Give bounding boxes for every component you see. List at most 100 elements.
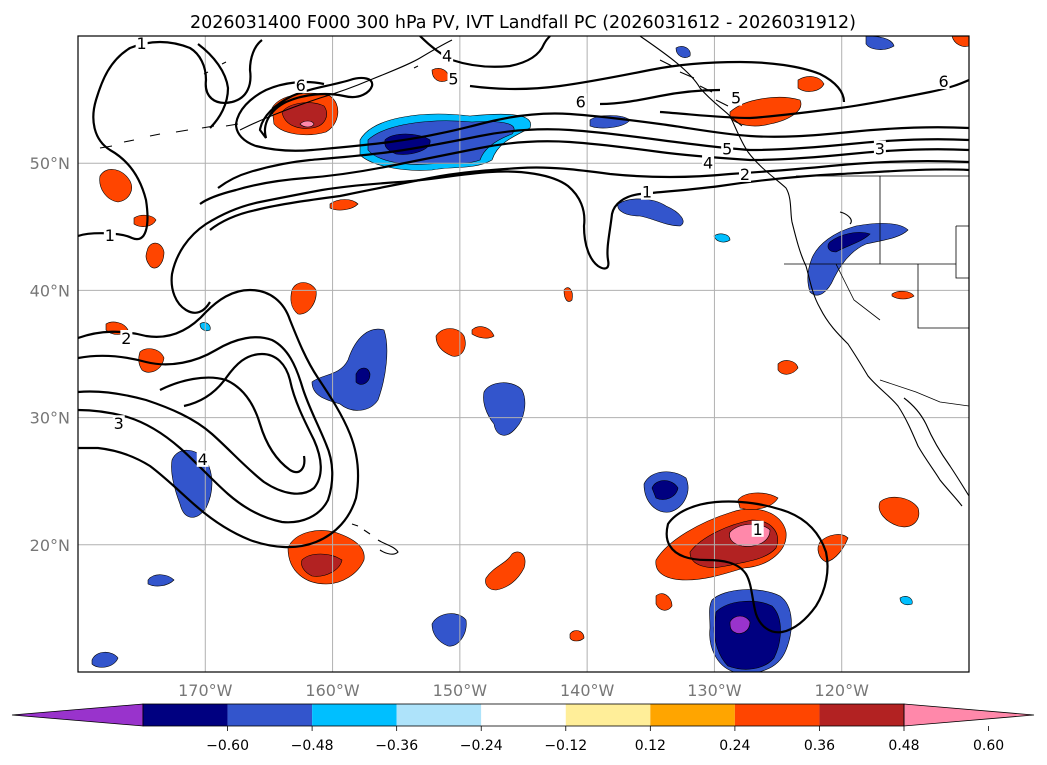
contour-label-bg xyxy=(751,520,764,537)
colorbar-tick-label: −0.12 xyxy=(544,738,587,754)
colorbar-segment xyxy=(312,704,397,726)
ivt-pos-bc2 xyxy=(797,76,825,92)
contour-label-bg xyxy=(135,36,148,51)
colorbar-tick-label: 0.24 xyxy=(719,738,750,754)
colorbar-segment xyxy=(481,704,566,726)
colorbar-segment xyxy=(819,704,904,726)
lat-tick-label: 30°N xyxy=(30,409,70,428)
figure-title: 2026031400 F000 300 hPa PV, IVT Landfall… xyxy=(190,13,856,33)
ivt-pos-c39 xyxy=(563,287,573,302)
contour-label-bg xyxy=(574,93,587,110)
hawaii xyxy=(351,523,399,555)
ivt-neg-n58 xyxy=(675,46,691,58)
ivt-neg-c35-core xyxy=(355,367,371,385)
baja-coast xyxy=(903,397,969,497)
contour-label-bg xyxy=(294,76,307,93)
contour-label: 2 xyxy=(740,165,750,184)
ivt-neg-w25 xyxy=(171,449,213,518)
ivt-neg-e13 xyxy=(899,596,913,606)
contour-label: 5 xyxy=(448,70,458,89)
pv-contour-3-west xyxy=(78,336,334,524)
colorbar-segment xyxy=(227,704,313,726)
colorbar-segment xyxy=(650,704,735,726)
ivt-pos-e32 xyxy=(777,360,799,375)
ivt-pos-alaska-core xyxy=(299,120,315,128)
pv-contour-2 xyxy=(209,160,969,231)
pv-contour-3 xyxy=(199,140,969,205)
political-borders xyxy=(784,175,969,407)
contour-label-bg xyxy=(937,73,950,90)
ivt-neg-e12-core xyxy=(729,615,751,634)
pv-contour-1-east xyxy=(170,168,969,314)
contour-label: 4 xyxy=(198,450,208,469)
pv-contours xyxy=(78,36,969,634)
colorbar-segment xyxy=(565,704,651,726)
colorbar-extend-high xyxy=(903,703,1035,727)
lon-tick-label: 130°W xyxy=(687,681,742,700)
colorbar-tick-label: 0.60 xyxy=(973,738,1004,754)
contour-label-bg xyxy=(112,415,125,432)
colorbar-segment xyxy=(396,704,482,726)
contour-label-bg xyxy=(730,89,743,106)
ivt-neg-cal-core xyxy=(827,232,871,253)
colorbar-tick-label: −0.36 xyxy=(375,738,418,754)
lat-tick-label: 40°N xyxy=(30,281,70,300)
us-mexico-border xyxy=(879,379,969,407)
pv-contour-4 xyxy=(217,128,969,189)
lon-tick-label: 120°W xyxy=(815,681,870,700)
pv-contour-n1 xyxy=(197,43,230,129)
contour-label: 1 xyxy=(137,34,147,53)
pv-contour-5 xyxy=(234,80,969,152)
ivt-neg-gulf-core xyxy=(384,133,431,155)
ivt-pos-e40 xyxy=(891,290,915,300)
ivt-pos-alaska-inner xyxy=(281,102,327,129)
pv-contour-1-north xyxy=(78,39,263,241)
ivt-pos-w42 xyxy=(145,242,165,269)
contour-label: 1 xyxy=(642,183,652,202)
ivt-neg-c30 xyxy=(483,382,526,436)
colorbar-tick-label: −0.60 xyxy=(206,738,249,754)
ivt-neg-w10 xyxy=(91,651,119,668)
colorbar-frame xyxy=(142,703,905,727)
ivt-pos-c16 xyxy=(485,551,526,591)
ivt-pos-w50 xyxy=(99,169,132,203)
ivt-neg-e46 xyxy=(617,198,684,227)
contour-label-bg xyxy=(103,226,116,243)
longitude-tick-labels: 170°W 160°W 150°W 140°W 130°W 120°W xyxy=(178,681,869,700)
bc-islands xyxy=(659,59,743,127)
contour-label-bg xyxy=(721,140,734,157)
ivt-pos-c36 xyxy=(471,326,495,339)
colorbar-extend-low xyxy=(11,703,144,727)
ivt-shading xyxy=(91,36,969,672)
pv-contour-1-subtrop xyxy=(665,500,829,634)
contour-label-bg xyxy=(196,450,209,467)
ivt-neg-e12-inner xyxy=(713,600,781,670)
contour-label-bg xyxy=(120,330,133,347)
ivt-neg-ne xyxy=(865,36,895,50)
ivt-pos-c35 xyxy=(435,328,466,357)
colorbar-segment xyxy=(734,704,820,726)
graticule xyxy=(78,36,969,672)
pv-contour-6-east xyxy=(659,78,969,120)
pv-contour-5-west xyxy=(159,376,306,474)
pv-contour-5-north xyxy=(469,60,846,103)
contour-label: 2 xyxy=(121,329,131,348)
ivt-neg-e23-core xyxy=(651,480,679,500)
colorbar-tick-label: 0.12 xyxy=(635,738,666,754)
ivt-pos-e15 xyxy=(655,593,673,611)
map-frame xyxy=(77,35,970,673)
colorbar-tick-label: 0.36 xyxy=(804,738,835,754)
lon-tick-label: 170°W xyxy=(178,681,233,700)
ivt-neg-c14 xyxy=(431,613,467,647)
pv-contour-4-west xyxy=(78,352,322,495)
contour-label: 6 xyxy=(296,76,306,95)
ivt-pos-w45 xyxy=(133,214,157,227)
contour-label-bg xyxy=(702,154,715,171)
contour-label-bg xyxy=(738,165,751,182)
lon-tick-label: 160°W xyxy=(305,681,360,700)
colorbar-tick-label: −0.48 xyxy=(291,738,334,754)
contour-label: 3 xyxy=(875,139,885,158)
ivt-neg-c35 xyxy=(311,328,388,411)
